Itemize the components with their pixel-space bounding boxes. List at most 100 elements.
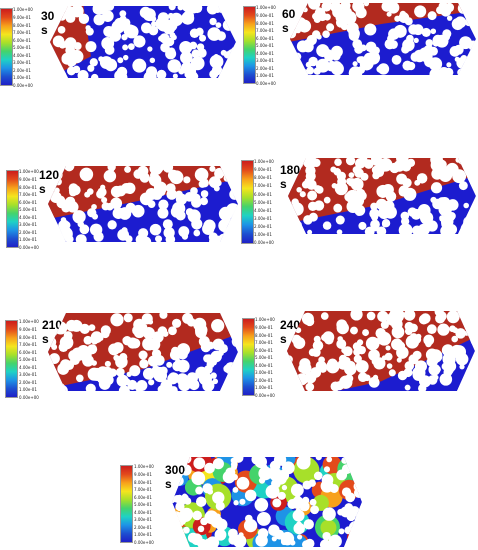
grain: [294, 221, 302, 229]
grain: [345, 492, 356, 503]
grain: [55, 325, 61, 331]
grain: [344, 526, 353, 535]
grain: [297, 534, 303, 540]
grain: [70, 184, 81, 196]
grain: [397, 158, 407, 164]
grain: [277, 491, 286, 500]
grain: [336, 229, 343, 234]
grain: [58, 226, 73, 241]
grain: [155, 17, 168, 30]
tick-label: 0.00e+00: [256, 81, 276, 86]
grain: [330, 3, 342, 13]
domain-210s: [48, 313, 238, 391]
tick-label: 1.00e+00: [256, 5, 276, 10]
grain: [290, 11, 298, 19]
grain: [166, 189, 178, 200]
grain: [87, 367, 101, 381]
grain: [287, 383, 296, 391]
grain: [446, 15, 453, 21]
grain: [290, 483, 304, 497]
grain: [177, 6, 184, 11]
grain: [119, 10, 127, 18]
tick-label: 4.00e-01: [19, 365, 37, 370]
grain: [403, 311, 416, 321]
grain: [414, 179, 421, 186]
grain: [165, 48, 177, 60]
tick-label: 2.00e-01: [254, 224, 272, 229]
grain: [209, 236, 219, 242]
grain: [413, 49, 426, 63]
grain: [129, 365, 141, 377]
grain: [357, 372, 368, 382]
grain: [330, 381, 341, 391]
tick-label: 4.00e-01: [256, 51, 274, 56]
grain: [118, 385, 130, 391]
tick-label: 8.00e-01: [254, 175, 272, 180]
grain: [132, 58, 147, 73]
grain: [57, 383, 65, 391]
tick-label: 7.00e-01: [256, 28, 274, 33]
grain: [277, 469, 290, 481]
grain: [54, 178, 62, 186]
grain: [334, 181, 348, 196]
grain: [214, 528, 227, 541]
grain: [355, 210, 362, 216]
grain: [371, 213, 379, 221]
grain: [337, 358, 349, 370]
tick-label: 4.00e-01: [254, 208, 272, 213]
grain: [209, 17, 217, 26]
grain: [322, 531, 331, 541]
grain: [336, 339, 347, 349]
grain: [91, 204, 97, 210]
grain: [189, 41, 198, 50]
grain: [315, 457, 322, 461]
grain: [206, 536, 220, 547]
grain: [110, 313, 124, 327]
grain: [355, 3, 363, 9]
domain-120s: [48, 166, 238, 242]
grain: [307, 190, 318, 201]
grain: [404, 384, 411, 391]
grain: [378, 206, 391, 220]
grain: [191, 471, 206, 486]
grain: [86, 188, 94, 195]
grain: [373, 170, 380, 177]
grain: [381, 355, 387, 361]
grain: [206, 6, 218, 15]
grain: [232, 371, 238, 379]
grain: [183, 497, 192, 505]
grain: [112, 207, 125, 220]
domain-240s: [287, 311, 475, 391]
grain: [105, 6, 115, 11]
grain: [162, 166, 172, 172]
grain: [290, 381, 302, 391]
tick-label: 4.00e-01: [134, 510, 152, 515]
colorbar: [5, 320, 18, 398]
grain: [109, 167, 115, 173]
tick-label: 7.00e-01: [254, 183, 272, 188]
grain: [320, 479, 334, 493]
grain: [391, 54, 402, 65]
grain: [90, 73, 99, 78]
grain: [435, 34, 449, 48]
domain-180s: [288, 158, 476, 234]
grain: [49, 168, 63, 182]
grain: [306, 66, 315, 75]
grain: [423, 334, 435, 346]
grain: [365, 44, 373, 52]
tick-label: 1.00e+00: [134, 464, 154, 469]
tick-label: 6.00e-01: [19, 200, 37, 205]
tick-label: 3.00e-01: [256, 58, 274, 63]
grain: [173, 495, 182, 503]
grain: [364, 226, 375, 234]
grain: [338, 528, 345, 535]
grain: [381, 3, 393, 12]
grain: [305, 61, 312, 68]
grain: [458, 181, 468, 191]
grain: [341, 457, 349, 464]
grain: [75, 234, 87, 242]
grain: [322, 507, 336, 521]
grain: [465, 6, 471, 12]
grain: [193, 317, 207, 332]
grain: [199, 34, 207, 42]
